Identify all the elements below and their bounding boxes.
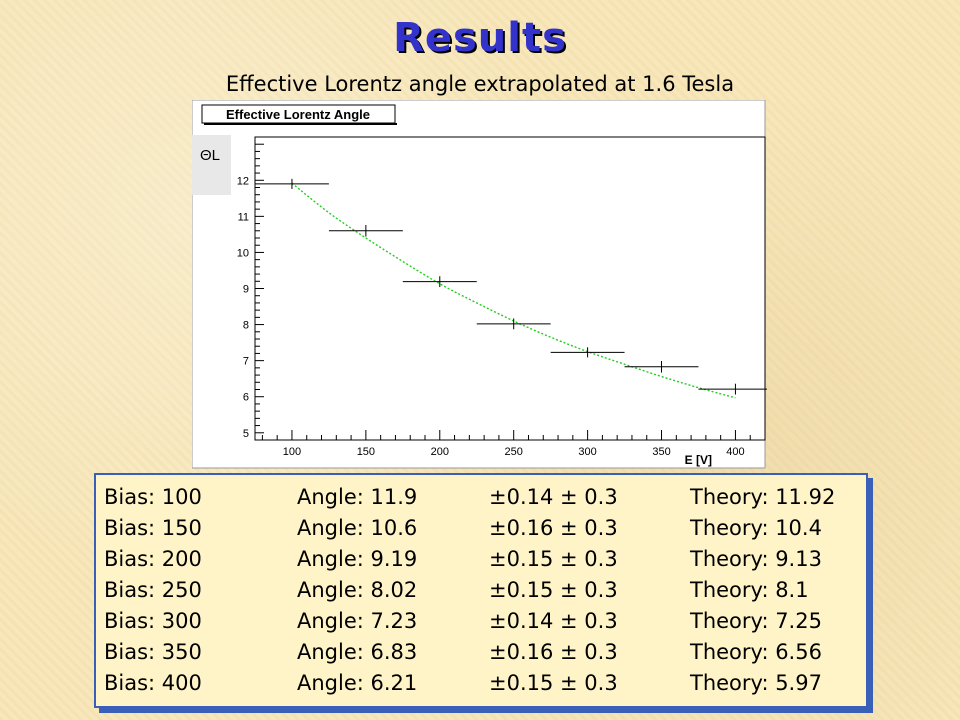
x-tick-label: 100 xyxy=(283,446,301,458)
bias-cell: Bias: 300 xyxy=(104,609,202,633)
data-points xyxy=(255,178,767,395)
y-tick-label: 11 xyxy=(238,211,249,223)
bias-cell: Bias: 250 xyxy=(104,578,202,602)
page-title: Results xyxy=(393,15,567,61)
angle-cell: Angle: 10.6 xyxy=(297,516,418,540)
table-row: Bias: 300 Angle: 7.23 ±0.14 ± 0.3 Theory… xyxy=(96,606,866,637)
y-tick-label: 7 xyxy=(243,356,249,368)
x-axis: 100 150 200 250 300 350 400 xyxy=(261,430,766,458)
theory-cell: Theory: 9.13 xyxy=(690,547,822,571)
x-axis-label: E [V] xyxy=(685,453,712,467)
x-tick-label: 250 xyxy=(505,446,523,458)
y-tick-label: 10 xyxy=(237,247,249,259)
x-tick-label: 200 xyxy=(431,446,449,458)
data-point xyxy=(698,383,767,395)
table-row: Bias: 150 Angle: 10.6 ±0.16 ± 0.3 Theory… xyxy=(96,513,866,544)
y-tick-label: 8 xyxy=(243,320,249,332)
bias-cell: Bias: 400 xyxy=(104,671,202,695)
data-point xyxy=(255,178,329,189)
data-point xyxy=(476,318,551,330)
angle-cell: Angle: 6.21 xyxy=(297,671,418,695)
bias-cell: Bias: 100 xyxy=(104,485,202,509)
theory-cell: Theory: 5.97 xyxy=(690,671,822,695)
results-table: Bias: 100 Angle: 11.9 ±0.14 ± 0.3 Theory… xyxy=(94,473,868,708)
table-row: Bias: 100 Angle: 11.9 ±0.14 ± 0.3 Theory… xyxy=(96,482,866,513)
error-cell: ±0.14 ± 0.3 xyxy=(489,609,618,633)
y-axis-label-box xyxy=(192,135,231,195)
x-tick-label: 150 xyxy=(357,446,375,458)
y-axis: 5 6 7 8 9 10 11 12 xyxy=(237,136,264,441)
table-row: Bias: 200 Angle: 9.19 ±0.15 ± 0.3 Theory… xyxy=(96,544,866,575)
table-row: Bias: 350 Angle: 6.83 ±0.16 ± 0.3 Theory… xyxy=(96,637,866,668)
slide-subtitle: Effective Lorentz angle extrapolated at … xyxy=(225,72,735,96)
angle-cell: Angle: 11.9 xyxy=(297,485,418,509)
theory-cell: Theory: 11.92 xyxy=(690,485,836,509)
angle-cell: Angle: 8.02 xyxy=(297,578,418,602)
error-cell: ±0.14 ± 0.3 xyxy=(489,485,618,509)
error-cell: ±0.15 ± 0.3 xyxy=(489,578,618,602)
error-cell: ±0.16 ± 0.3 xyxy=(489,640,618,664)
angle-cell: Angle: 9.19 xyxy=(297,547,418,571)
bias-cell: Bias: 150 xyxy=(104,516,202,540)
data-point xyxy=(624,361,699,373)
bias-cell: Bias: 350 xyxy=(104,640,202,664)
x-tick-label: 400 xyxy=(726,446,744,458)
y-axis-label: ΘL xyxy=(200,147,220,164)
data-point xyxy=(402,276,477,288)
y-tick-label: 9 xyxy=(243,284,249,296)
data-point xyxy=(550,347,625,358)
error-cell: ±0.15 ± 0.3 xyxy=(489,547,618,571)
error-cell: ±0.16 ± 0.3 xyxy=(489,516,618,540)
table-row: Bias: 400 Angle: 6.21 ±0.15 ± 0.3 Theory… xyxy=(96,668,866,699)
theory-cell: Theory: 10.4 xyxy=(690,516,822,540)
theory-cell: Theory: 8.1 xyxy=(690,578,809,602)
data-point xyxy=(328,225,403,237)
angle-cell: Angle: 6.83 xyxy=(297,640,418,664)
y-tick-label: 6 xyxy=(243,392,249,404)
angle-cell: Angle: 7.23 xyxy=(297,609,418,633)
chart-title-shadow xyxy=(204,123,397,125)
bias-cell: Bias: 200 xyxy=(104,547,202,571)
x-tick-label: 350 xyxy=(652,446,670,458)
chart-title: Effective Lorentz Angle xyxy=(226,107,370,122)
x-tick-label: 300 xyxy=(578,446,596,458)
error-cell: ±0.15 ± 0.3 xyxy=(489,671,618,695)
theory-cell: Theory: 6.56 xyxy=(690,640,822,664)
y-tick-label: 12 xyxy=(237,175,249,187)
chart-canvas xyxy=(192,100,766,469)
lorentz-angle-chart: Effective Lorentz Angle ΘL 5 6 7 8 9 10 11 12 1… xyxy=(192,100,767,469)
y-tick-label: 5 xyxy=(243,428,249,440)
theory-cell: Theory: 7.25 xyxy=(690,609,822,633)
table-row: Bias: 250 Angle: 8.02 ±0.15 ± 0.3 Theory… xyxy=(96,575,866,606)
